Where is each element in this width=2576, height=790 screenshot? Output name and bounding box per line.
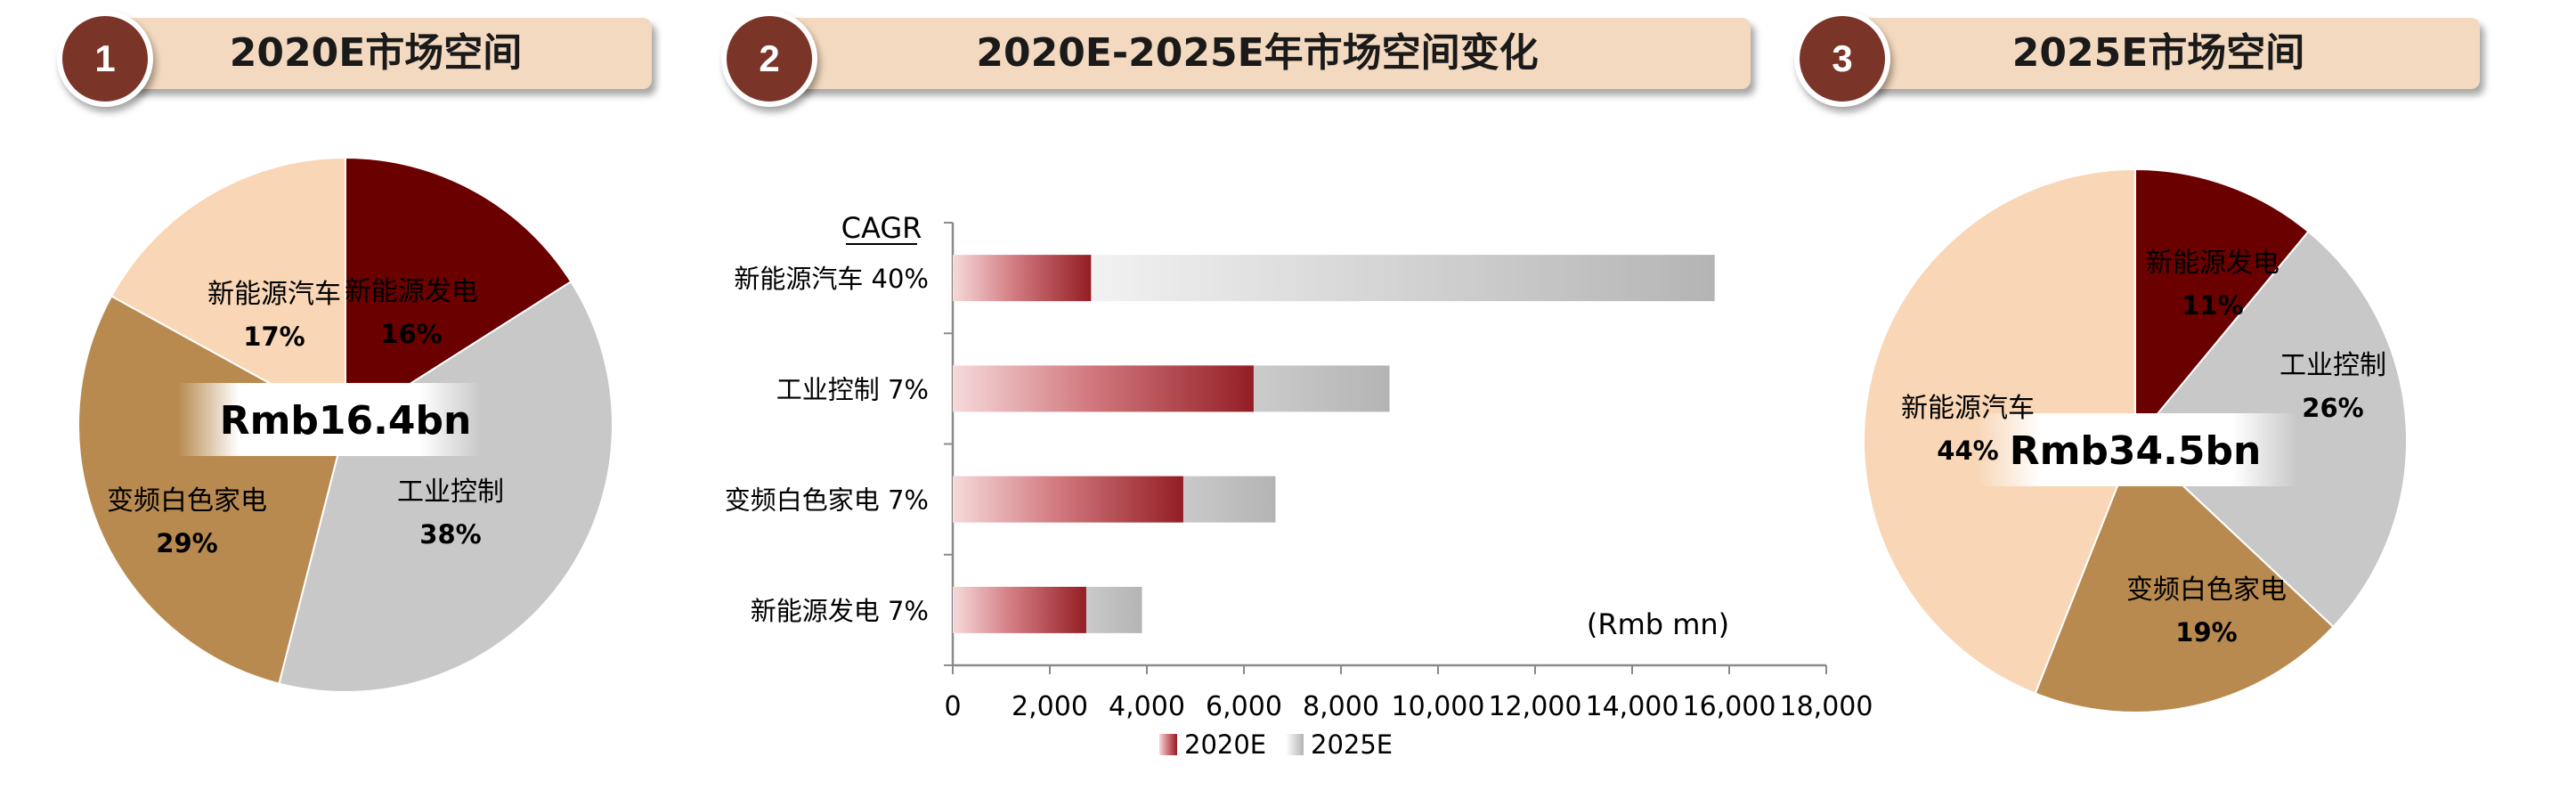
- x-tick-label: 8,000: [1303, 691, 1379, 722]
- panel-2-header-bar: [764, 18, 1751, 89]
- bar-chart-2020e-2025e: 0 2,000 4,000 6,000 8,000 10,000 12,000 14,000 1…: [725, 211, 1873, 760]
- slice-percent-label: 44%: [1937, 436, 1998, 466]
- slice-percent-label: 38%: [419, 519, 481, 550]
- legend-swatch-2020e: [1159, 734, 1177, 755]
- bar-2020e: [953, 365, 1254, 412]
- panel-3-header: 3 2025E市场空间: [1794, 11, 2480, 107]
- x-tick-label: 18,000: [1780, 691, 1873, 722]
- pie-chart-2020e: Rmb16.4bn 新能源发电 16% 工业控制 38% 变频白色家电 29% 新能源汽车 17…: [77, 156, 614, 693]
- panel-3-number-badge: 3: [1794, 11, 1890, 107]
- category-label: 新能源发电 7%: [751, 596, 929, 626]
- panel-1-header: 1 2020E市场空间: [57, 11, 652, 107]
- center-label-backdrop: [1977, 413, 2297, 486]
- panel-3-header-bar: [1837, 18, 2480, 89]
- pie-slice: [110, 156, 346, 427]
- pie-slice: [2134, 167, 2310, 444]
- x-tick-label: 10,000: [1392, 691, 1485, 722]
- panel-3-title: 2025E市场空间: [2011, 30, 2305, 76]
- slice-label: 新能源发电: [2146, 248, 2279, 279]
- slice-percent-label: 16%: [380, 319, 442, 349]
- x-tick-label: 16,000: [1683, 691, 1776, 722]
- category-label: 新能源汽车 40%: [734, 264, 929, 294]
- x-tick-label: 12,000: [1489, 691, 1582, 722]
- slice-label: 新能源发电: [345, 276, 478, 307]
- x-tick-label: 14,000: [1586, 691, 1679, 722]
- slice-label: 新能源汽车: [1901, 393, 2035, 424]
- bar-2020e: [953, 476, 1183, 523]
- panel-1-number-badge: 1: [57, 11, 153, 107]
- slice-label: 变频白色家电: [2126, 574, 2287, 606]
- center-total-label: Rmb34.5bn: [2010, 428, 2262, 474]
- slice-label: 新能源汽车: [207, 279, 341, 310]
- pie-slice: [278, 280, 614, 693]
- bar-2020e: [953, 255, 1092, 302]
- legend-label-2020e: 2020E: [1184, 729, 1266, 760]
- legend-swatch-2025e: [1286, 734, 1304, 755]
- slice-percent-label: 19%: [2175, 617, 2237, 647]
- pie-slice: [345, 156, 573, 427]
- category-label: 变频白色家电 7%: [725, 485, 929, 516]
- slice-percent-label: 29%: [156, 528, 217, 558]
- panel-2-header: 2 2020E-2025E年市场空间变化: [721, 11, 1751, 107]
- center-total-label: Rmb16.4bn: [220, 398, 472, 444]
- slice-label: 变频白色家电: [107, 485, 267, 517]
- panel-2-number-badge: 2: [721, 11, 817, 107]
- panel-1-title: 2020E市场空间: [229, 30, 523, 76]
- pie-slice: [2034, 439, 2335, 713]
- unit-label: (Rmb mn): [1587, 607, 1729, 641]
- category-label: 工业控制 7%: [776, 374, 929, 404]
- slice-percent-label: 17%: [243, 322, 305, 352]
- bar-2020e: [953, 586, 1086, 633]
- panel-1-header-bar: [100, 18, 652, 89]
- x-tick-label: 2,000: [1012, 691, 1088, 722]
- legend-label-2025e: 2025E: [1311, 729, 1393, 760]
- x-tick-label: 4,000: [1109, 691, 1185, 722]
- x-tick-label: 6,000: [1206, 691, 1282, 722]
- center-label-backdrop: [178, 383, 481, 456]
- slice-percent-label: 11%: [2182, 290, 2243, 321]
- pie-chart-2025e: Rmb34.5bn 新能源发电 11% 工业控制 26% 变频白色家电 19% 新能源汽车 44…: [1862, 167, 2408, 713]
- slice-label: 工业控制: [2279, 350, 2386, 381]
- x-tick-label: 0: [944, 691, 961, 722]
- panel-2-title: 2020E-2025E年市场空间变化: [976, 30, 1539, 76]
- cagr-header: CAGR: [841, 211, 922, 245]
- slice-percent-label: 26%: [2302, 393, 2363, 423]
- slice-label: 工业控制: [397, 476, 504, 508]
